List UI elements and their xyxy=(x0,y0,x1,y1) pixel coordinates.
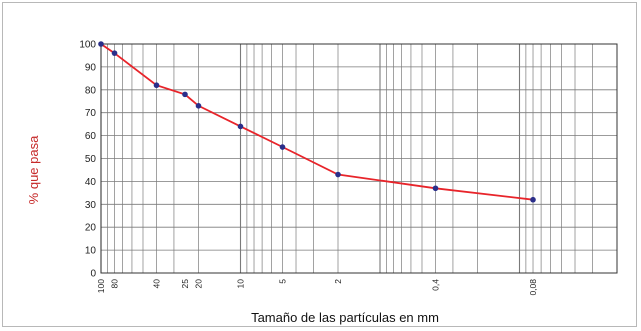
series-line xyxy=(100,43,534,201)
data-point xyxy=(279,144,286,150)
data-point xyxy=(335,171,341,178)
x-axis-title: Tamaño de las partículas en mm xyxy=(251,310,439,325)
x-tick-label: 2 xyxy=(333,279,343,284)
data-point xyxy=(153,82,160,89)
y-tick-label: 30 xyxy=(85,200,97,211)
x-tick-label: 40 xyxy=(152,279,162,289)
data-point xyxy=(98,41,104,47)
y-tick-label: 10 xyxy=(85,246,97,257)
y-tick-label: 0 xyxy=(90,269,96,280)
x-tick-label: 25 xyxy=(180,279,190,289)
data-point xyxy=(111,50,118,56)
x-tick-label: 10 xyxy=(235,279,245,289)
y-tick-label: 100 xyxy=(79,40,96,51)
data-point xyxy=(195,103,202,109)
data-point xyxy=(182,91,188,98)
data-point xyxy=(432,185,439,192)
x-tick-label: 80 xyxy=(110,279,120,289)
y-tick-label: 70 xyxy=(85,108,97,119)
y-axis-ticks: 0 10 20 30 40 50 60 70 80 90 100 xyxy=(79,40,96,280)
data-points xyxy=(98,41,536,203)
y-tick-label: 40 xyxy=(85,177,97,188)
grid xyxy=(100,43,618,274)
y-tick-label: 90 xyxy=(85,62,97,73)
x-tick-label: 100 xyxy=(96,279,106,293)
y-tick-label: 80 xyxy=(85,85,97,96)
x-axis-ticks: 100 80 40 25 20 10 5 2 0,4 0,08 xyxy=(96,279,538,296)
y-tick-label: 20 xyxy=(85,223,97,234)
y-tick-label: 60 xyxy=(85,131,97,142)
data-point xyxy=(237,123,244,130)
y-axis-title: % que pasa xyxy=(26,135,41,204)
x-tick-label: 0,08 xyxy=(528,279,538,296)
x-tick-label: 5 xyxy=(277,279,287,284)
y-tick-label: 50 xyxy=(85,154,97,165)
plot-area-border xyxy=(100,43,618,274)
data-point xyxy=(530,196,536,203)
x-tick-label: 20 xyxy=(194,279,204,289)
x-tick-label: 0,4 xyxy=(431,279,441,291)
